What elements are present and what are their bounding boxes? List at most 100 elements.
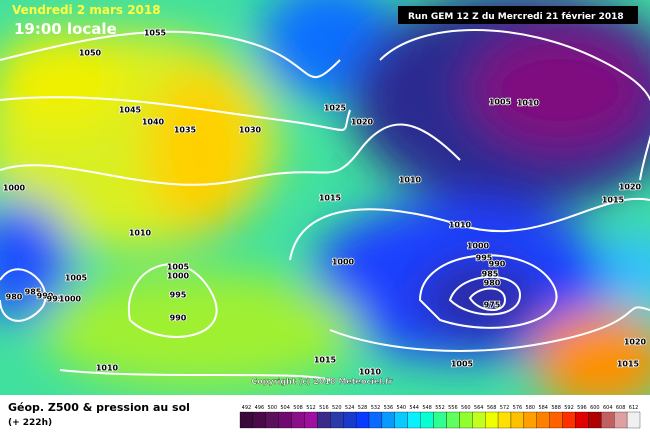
isobar-label: 1005 xyxy=(489,98,512,107)
scale-swatch xyxy=(601,411,615,429)
isobar-label: 1015 xyxy=(602,196,625,205)
scale-swatch xyxy=(562,411,576,429)
color-scale: 492 496 500 504 508 512 516 520 524 528 532 536 540 5… xyxy=(239,405,641,429)
isobar-label: 1010 xyxy=(399,176,422,185)
scale-label: 560 xyxy=(461,405,471,411)
scale-swatch xyxy=(239,411,254,429)
scale-swatch xyxy=(407,411,421,429)
scale-label: 612 xyxy=(629,405,639,411)
scale-label: 512 xyxy=(306,405,316,411)
scale-label: 532 xyxy=(371,405,381,411)
isobar-label: 1030 xyxy=(239,126,262,135)
scale-label: 584 xyxy=(538,405,548,411)
isobar-label: 1010 xyxy=(129,229,152,238)
run-banner xyxy=(398,6,638,24)
scale-swatch xyxy=(420,411,434,429)
scale-label: 568 xyxy=(487,405,497,411)
scale-swatch xyxy=(291,411,305,429)
footer-title: Géop. Z500 & pression au sol xyxy=(8,401,190,414)
scale-label: 504 xyxy=(280,405,290,411)
scale-swatch xyxy=(330,411,344,429)
scale-swatch xyxy=(278,411,292,429)
scale-label: 520 xyxy=(332,405,342,411)
scale-label: 608 xyxy=(616,405,626,411)
scale-label: 508 xyxy=(293,405,303,411)
scale-swatch xyxy=(433,411,447,429)
isobar-label: 985 xyxy=(482,270,499,279)
isobar-label: 1005 xyxy=(451,360,474,369)
isobar-label: 1005 xyxy=(65,274,88,283)
isobar-label: 995 xyxy=(476,254,493,263)
scale-swatch xyxy=(381,411,395,429)
scale-swatch xyxy=(368,411,383,429)
isobar-label: 1020 xyxy=(619,183,642,192)
scale-swatch xyxy=(510,411,525,429)
scale-label: 544 xyxy=(409,405,419,411)
isobar-label: 1035 xyxy=(174,126,197,135)
scale-label: 524 xyxy=(345,405,355,411)
scale-label: 500 xyxy=(267,405,277,411)
isobar-label: 990 xyxy=(170,314,187,323)
scale-label: 596 xyxy=(577,405,587,411)
isobar-label: 975 xyxy=(484,301,501,310)
footer-lead: (+ 222h) xyxy=(8,418,52,428)
scale-label: 592 xyxy=(564,405,574,411)
isobar-label: 1000 xyxy=(3,184,26,193)
time: 19:00 locale xyxy=(14,20,117,38)
scale-label: 516 xyxy=(319,405,329,411)
isobar-label: 1020 xyxy=(624,338,647,347)
isobar-label: 1040 xyxy=(142,118,165,127)
copyright: Copyright (c) 2018 Meteociel.fr xyxy=(251,377,392,386)
scale-label: 528 xyxy=(358,405,368,411)
scale-label: 564 xyxy=(474,405,484,411)
isobar-label: 1050 xyxy=(79,49,102,58)
scale-label: 572 xyxy=(500,405,510,411)
isobar-label: 995 xyxy=(47,295,64,304)
isobar-label: 1055 xyxy=(144,29,167,38)
scale-swatch xyxy=(343,411,357,429)
scale-label: 552 xyxy=(435,405,445,411)
isobar-label: 985 xyxy=(25,288,42,297)
isobar-label: 1005 xyxy=(167,263,190,272)
scale-label: 492 xyxy=(242,405,252,411)
scale-label: 548 xyxy=(422,405,432,411)
scale-label: 600 xyxy=(590,405,600,411)
isobar-label: 1015 xyxy=(314,356,337,365)
scale-swatch xyxy=(446,411,460,429)
isobar-label: 1010 xyxy=(359,368,382,377)
scale-label: 576 xyxy=(513,405,523,411)
scale-swatch xyxy=(304,411,318,429)
isobar-label: 980 xyxy=(6,293,23,302)
isobar-label: 1000 xyxy=(332,258,355,267)
scale-label: 536 xyxy=(384,405,394,411)
scale-label: 604 xyxy=(603,405,613,411)
scale-swatch xyxy=(252,411,266,429)
isobar-label: 990 xyxy=(37,292,54,301)
isobars xyxy=(0,29,650,381)
isobar-label: 1000 xyxy=(467,242,490,251)
isobar-label: 1015 xyxy=(319,194,342,203)
isobar-label: 995 xyxy=(170,291,187,300)
scale-swatch xyxy=(523,411,537,429)
run-info: Run GEM 12 Z du Mercredi 21 février 2018 xyxy=(408,11,624,22)
scale-swatch xyxy=(485,411,499,429)
scale-swatch xyxy=(497,411,512,429)
isobar-label: 1015 xyxy=(617,360,640,369)
scale-label: 556 xyxy=(448,405,458,411)
isobar-label: 1010 xyxy=(517,99,540,108)
scale-label: 580 xyxy=(526,405,536,411)
scale-swatch xyxy=(472,411,486,429)
scale-swatch xyxy=(355,411,370,429)
scale-swatch xyxy=(459,411,473,429)
scale-swatch xyxy=(536,411,550,429)
isobar-label: 1020 xyxy=(351,118,374,127)
scale-swatch xyxy=(394,411,408,429)
isobar-label: 980 xyxy=(484,279,501,288)
scale-label: 496 xyxy=(255,405,265,411)
scale-label: 540 xyxy=(397,405,407,411)
scale-swatch xyxy=(614,411,628,429)
isobar-label: 990 xyxy=(489,260,506,269)
